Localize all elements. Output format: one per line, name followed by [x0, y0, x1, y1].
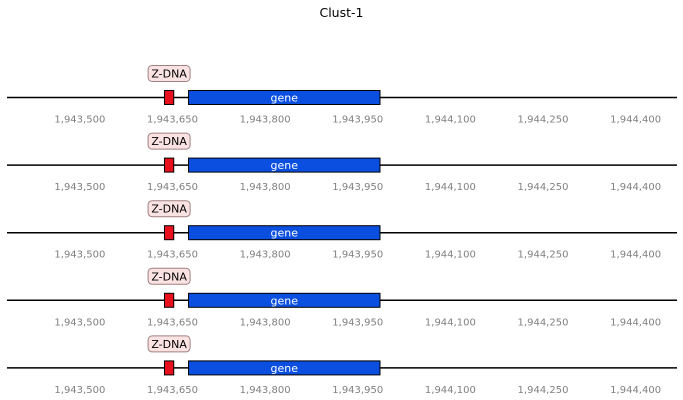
tick-label: 1,943,950: [332, 115, 383, 126]
zdna-label: Z-DNA: [151, 135, 187, 148]
tick-label: 1,944,100: [425, 317, 476, 328]
track-2: 1,943,500 1,943,650 1,943,800 1,943,950 1,94…: [7, 132, 677, 193]
tick-label: 1,944,250: [518, 115, 569, 126]
zdna-label-box: [147, 200, 191, 218]
zdna-label-box: [147, 335, 191, 353]
tick-label: 1,943,950: [332, 182, 383, 193]
tick-label: 1,944,400: [610, 182, 661, 193]
tick-label: 1,943,500: [54, 385, 105, 396]
tick-label: 1,943,800: [240, 317, 291, 328]
tick-label: 1,944,250: [518, 317, 569, 328]
zdna-feature: [163, 360, 175, 376]
tick-label: 1,943,500: [54, 317, 105, 328]
gene-label: gene: [271, 227, 299, 240]
tick-label: 1,943,650: [147, 115, 198, 126]
zdna-label: Z-DNA: [151, 68, 187, 81]
track-1: 1,943,500 1,943,650 1,943,800 1,943,950 1,94…: [7, 65, 677, 126]
track-3: 1,943,500 1,943,650 1,943,800 1,943,950 1,94…: [7, 200, 677, 261]
zdna-label: Z-DNA: [151, 338, 187, 351]
tick-label: 1,943,800: [240, 385, 291, 396]
zdna-label-box: [147, 267, 191, 285]
tick-label: 1,944,400: [610, 317, 661, 328]
tick-label: 1,944,400: [610, 115, 661, 126]
gene-label: gene: [271, 362, 299, 375]
zdna-label: Z-DNA: [151, 270, 187, 283]
gene-label: gene: [271, 92, 299, 105]
gene-feature: [188, 292, 381, 308]
tick-label: 1,944,250: [518, 250, 569, 261]
gene-label: gene: [271, 159, 299, 172]
tick-label: 1,943,650: [147, 385, 198, 396]
track-5: 1,943,500 1,943,650 1,943,800 1,943,950 1,94…: [7, 335, 677, 396]
zdna-label-box: [147, 65, 191, 82]
zdna-feature: [163, 90, 175, 105]
track-4: 1,943,500 1,943,650 1,943,800 1,943,950 1,94…: [7, 267, 677, 328]
tick-label: 1,943,650: [147, 182, 198, 193]
gene-feature: [188, 90, 381, 105]
gene-feature: [188, 157, 381, 173]
tick-label: 1,943,500: [54, 115, 105, 126]
tick-label: 1,943,950: [332, 317, 383, 328]
tick-label: 1,943,800: [240, 115, 291, 126]
gene-feature: [188, 225, 381, 241]
zdna-label: Z-DNA: [151, 203, 187, 216]
zdna-feature: [163, 292, 175, 308]
tick-label: 1,944,250: [518, 182, 569, 193]
tick-label: 1,943,650: [147, 250, 198, 261]
figure-title: Clust-1: [319, 5, 364, 20]
zdna-feature: [163, 225, 175, 241]
tick-label: 1,943,800: [240, 250, 291, 261]
tick-label: 1,944,100: [425, 250, 476, 261]
zdna-label-box: [147, 132, 191, 150]
tick-label: 1,944,250: [518, 385, 569, 396]
tick-label: 1,944,100: [425, 385, 476, 396]
tick-label: 1,943,500: [54, 250, 105, 261]
tick-label: 1,943,650: [147, 317, 198, 328]
tick-label: 1,944,400: [610, 385, 661, 396]
tick-label: 1,943,800: [240, 182, 291, 193]
zdna-feature: [163, 157, 175, 173]
tick-label: 1,944,100: [425, 182, 476, 193]
tick-label: 1,943,950: [332, 385, 383, 396]
gene-feature: [188, 360, 381, 376]
tick-label: 1,943,500: [54, 182, 105, 193]
tick-label: 1,944,400: [610, 250, 661, 261]
tick-label: 1,943,950: [332, 250, 383, 261]
tick-label: 1,944,100: [425, 115, 476, 126]
gene-label: gene: [271, 294, 299, 307]
